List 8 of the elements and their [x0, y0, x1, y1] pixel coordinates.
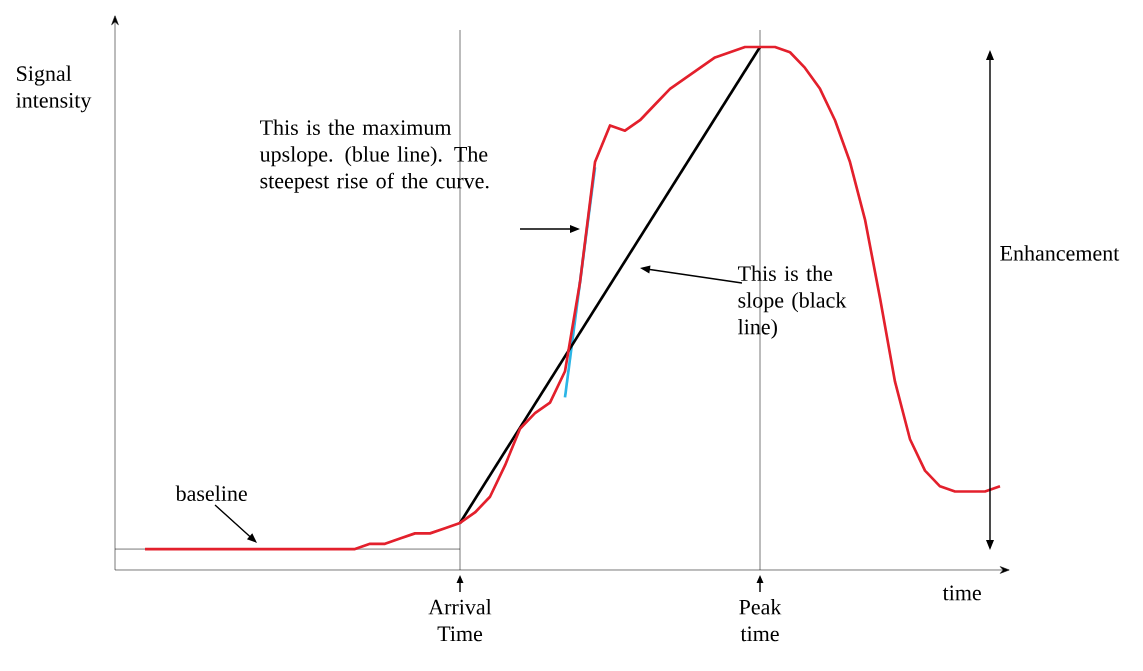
y-axis-title: Signal intensity: [16, 65, 92, 113]
annotation: baseline: [175, 485, 247, 502]
x-axis-title: time: [942, 585, 981, 601]
annotation: Enhancement: [1000, 245, 1120, 261]
x-tick-label: Arrival Time: [428, 599, 492, 642]
x-tick-label: Peak time: [739, 599, 782, 642]
annotation: This is the maximum upslope. (blue line). The steepest rise of the curve.: [259, 119, 489, 193]
annotation: This is the slope (black line): [738, 265, 847, 339]
